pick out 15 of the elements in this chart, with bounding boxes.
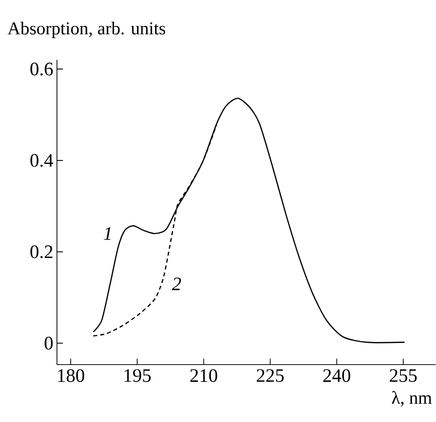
y-axis-title: Absorption, arb. units bbox=[8, 22, 166, 38]
x-tick-label: 255 bbox=[390, 369, 417, 382]
x-tick-label: 240 bbox=[323, 369, 350, 382]
line-series bbox=[92, 98, 406, 344]
x-tick-label: 210 bbox=[190, 369, 218, 382]
x-axis-title: λ, nm bbox=[392, 391, 432, 407]
x-tick-label: 180 bbox=[58, 369, 84, 382]
y-tick-label: 0 bbox=[44, 336, 53, 350]
x-tick-label: 225 bbox=[256, 369, 284, 382]
y-tick-label: 0.4 bbox=[30, 154, 54, 168]
x-tick-label: 195 bbox=[124, 369, 151, 382]
y-tick-label: 0.2 bbox=[30, 246, 52, 258]
y-tick-label: 0.6 bbox=[30, 62, 53, 76]
annotation: 1 bbox=[104, 227, 111, 240]
annotation: 2 bbox=[172, 278, 181, 290]
